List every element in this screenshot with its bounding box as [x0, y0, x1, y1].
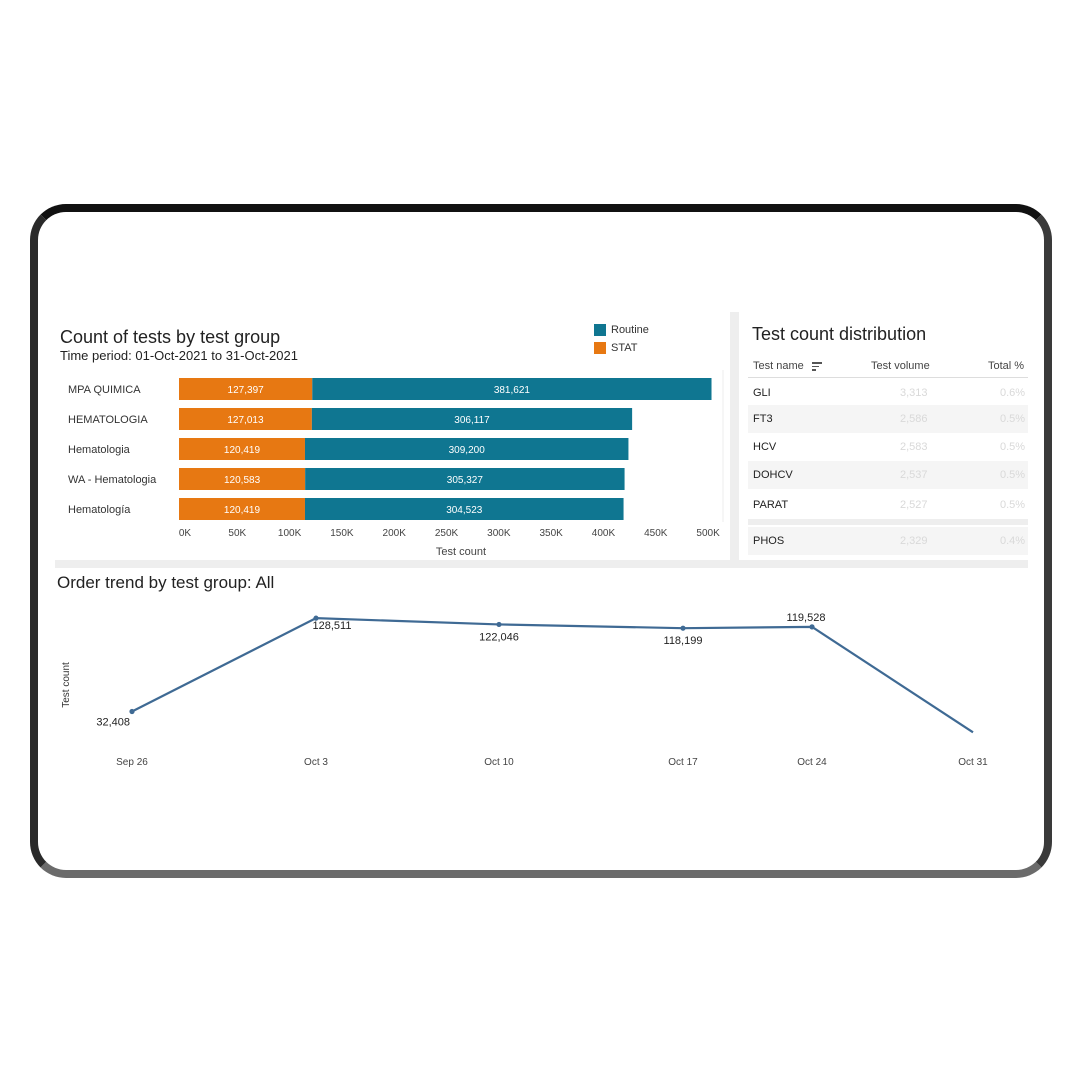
sort-lines-icon[interactable]	[812, 362, 822, 371]
bar-routine[interactable]	[304, 498, 624, 520]
x-tick-label: 50K	[228, 528, 246, 539]
bar-routine[interactable]	[304, 438, 629, 460]
bar-label-stat: 120,419	[224, 445, 261, 456]
bar-label-routine: 381,621	[494, 385, 531, 396]
bar-label-routine: 304,523	[446, 505, 483, 516]
x-tick-label: Oct 17	[668, 757, 698, 768]
header-test-volume[interactable]: Test volume	[871, 360, 930, 372]
bar-routine[interactable]	[305, 468, 625, 490]
legend-swatch-routine	[594, 324, 606, 336]
x-tick-label: 100K	[278, 528, 302, 539]
cell-total-percent: 0.5%	[1000, 469, 1026, 481]
bar-routine[interactable]	[311, 408, 633, 430]
bar-label-stat: 120,419	[224, 505, 261, 516]
x-tick-label: 350K	[539, 528, 563, 539]
category-label: Hematología	[68, 504, 131, 516]
cell-test-name: PHOS	[753, 535, 785, 547]
x-tick-label: Oct 31	[958, 757, 988, 768]
table-title: Test count distribution	[752, 324, 927, 344]
table-row[interactable]: FT3 2,586 0.5%	[748, 405, 1028, 433]
trend-point[interactable]	[680, 625, 686, 631]
x-tick-label: 400K	[592, 528, 616, 539]
table-row[interactable]: PARAT 2,527 0.5%	[748, 491, 1028, 519]
bar-label-stat: 127,013	[227, 415, 264, 426]
panel-divider-vertical	[730, 312, 739, 568]
x-tick-label: 500K	[696, 528, 720, 539]
legend-swatch-stat	[594, 342, 606, 354]
trend-point[interactable]	[129, 708, 135, 715]
line-chart-title: Order trend by test group: All	[57, 573, 275, 592]
x-tick-label: Sep 26	[116, 757, 148, 768]
bar-label-routine: 306,117	[454, 415, 490, 426]
cell-total-percent: 0.5%	[1000, 499, 1026, 511]
trend-point[interactable]	[809, 624, 815, 630]
bar-chart-subtitle: Time period: 01-Oct-2021 to 31-Oct-2021	[60, 348, 298, 363]
bar-label-stat: 127,397	[228, 385, 265, 396]
point-label: 118,199	[664, 635, 703, 647]
line-chart: Test count 32,408 128,511 122,046 118,199 119…	[61, 612, 988, 768]
legend-label-routine: Routine	[611, 324, 649, 336]
header-total-percent[interactable]: Total %	[988, 360, 1025, 372]
header-separator	[748, 377, 1028, 378]
legend-label-stat: STAT	[611, 342, 638, 354]
bar-stat[interactable]	[179, 408, 312, 430]
cell-total-percent: 0.6%	[1000, 387, 1026, 399]
point-label: 32,408	[96, 717, 130, 729]
trend-line[interactable]	[131, 617, 974, 734]
table-row[interactable]: HCV 2,583 0.5%	[748, 433, 1028, 461]
bar-stat[interactable]	[179, 468, 306, 490]
y-axis-label: Test count	[61, 662, 72, 708]
cell-test-volume: 3,313	[900, 387, 928, 399]
bar-routine[interactable]	[312, 378, 712, 400]
point-label: 122,046	[479, 631, 519, 643]
x-tick-label: 300K	[487, 528, 511, 539]
point-label: 128,511	[313, 620, 352, 632]
cell-test-name: HCV	[753, 441, 777, 453]
bar-label-routine: 305,327	[447, 475, 484, 486]
bar-chart: MPA QUIMICA 127,397 381,621 HEMATOLOGIA 127,…	[68, 370, 724, 558]
cell-total-percent: 0.5%	[1000, 441, 1026, 453]
cell-test-name: FT3	[753, 413, 773, 425]
bar-label-routine: 309,200	[449, 445, 486, 456]
trend-point[interactable]	[313, 615, 319, 621]
x-tick-label: Oct 3	[304, 757, 328, 768]
cell-total-percent: 0.4%	[1000, 535, 1026, 547]
x-tick-label: 250K	[435, 528, 459, 539]
table-row-separator	[748, 519, 1028, 525]
trend-point[interactable]	[496, 621, 502, 628]
x-tick-label: Oct 24	[797, 757, 827, 768]
cell-test-volume: 2,329	[900, 535, 928, 547]
cell-test-name: DOHCV	[753, 469, 793, 481]
x-tick-label: 0K	[179, 528, 192, 539]
panel-divider-horizontal	[55, 560, 1028, 568]
bar-stat[interactable]	[179, 498, 305, 520]
cell-test-name: PARAT	[753, 499, 789, 511]
header-test-name[interactable]: Test name	[753, 360, 804, 372]
category-label: Hematologia	[68, 444, 131, 456]
point-label: 119,528	[787, 612, 826, 624]
category-label: MPA QUIMICA	[68, 384, 141, 396]
x-tick-label: 200K	[383, 528, 407, 539]
bar-label-stat: 120,583	[224, 475, 261, 486]
table-row[interactable]: GLI 3,313 0.6%	[748, 379, 1028, 407]
cell-test-volume: 2,527	[900, 499, 928, 511]
x-tick-label: Oct 10	[484, 757, 514, 768]
cell-test-volume: 2,583	[900, 441, 928, 453]
x-axis-label: Test count	[436, 546, 486, 558]
table-row[interactable]: DOHCV 2,537 0.5%	[748, 461, 1028, 489]
x-tick-label: 450K	[644, 528, 668, 539]
bar-stat[interactable]	[179, 438, 305, 460]
cell-test-volume: 2,586	[900, 413, 928, 425]
legend-item-stat[interactable]: STAT	[594, 342, 637, 354]
bar-chart-title: Count of tests by test group	[60, 327, 281, 347]
legend-item-routine[interactable]: Routine	[594, 324, 649, 336]
bar-stat[interactable]	[179, 378, 313, 400]
category-label: WA - Hematologia	[68, 474, 157, 486]
cell-total-percent: 0.5%	[1000, 413, 1026, 425]
x-tick-label: 150K	[330, 528, 354, 539]
cell-test-volume: 2,537	[900, 469, 928, 481]
table-row[interactable]: PHOS 2,329 0.4%	[748, 527, 1028, 555]
category-label: HEMATOLOGIA	[68, 414, 148, 426]
cell-test-name: GLI	[753, 387, 771, 399]
